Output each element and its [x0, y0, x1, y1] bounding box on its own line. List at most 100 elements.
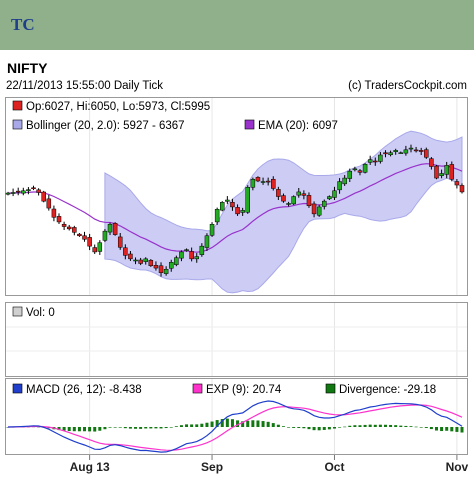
- candle-body: [209, 223, 215, 236]
- divergence-bar: [220, 419, 224, 427]
- divergence-bar: [77, 427, 81, 432]
- candle-body: [46, 198, 52, 209]
- divergence-bar: [210, 421, 214, 427]
- candle-body: [61, 223, 67, 227]
- divergence-bar: [281, 426, 285, 427]
- divergence-bar: [368, 424, 372, 427]
- candle-body: [143, 258, 148, 262]
- candle-body: [225, 199, 230, 202]
- candle-body: [66, 226, 72, 230]
- candle-body: [439, 173, 444, 177]
- divergence-bar: [159, 427, 163, 429]
- candle-body: [260, 181, 266, 183]
- divergence-bar: [128, 427, 132, 429]
- divergence-bar: [450, 427, 454, 432]
- candle-body: [403, 149, 409, 154]
- x-tick-label: Nov: [446, 460, 469, 474]
- candle-body: [301, 193, 307, 196]
- ema-legend: EMA (20): 6097: [258, 120, 338, 132]
- ema-line: [7, 163, 463, 253]
- candle-body: [311, 203, 317, 215]
- divergence-bar: [113, 427, 117, 428]
- divergence-bar: [88, 427, 92, 432]
- candle-body: [199, 245, 205, 255]
- candle-body: [388, 152, 393, 156]
- candle-body: [449, 164, 455, 180]
- macd-line: [7, 400, 463, 453]
- candle-body: [5, 192, 11, 195]
- divergence-bar: [455, 427, 459, 432]
- divergence-bar: [363, 424, 367, 427]
- divergence-bar: [419, 427, 423, 428]
- divergence-bar: [292, 427, 296, 428]
- divergence-legend: Divergence: -29.18: [339, 384, 436, 396]
- candle-body: [281, 195, 286, 202]
- divergence-bar: [93, 427, 97, 432]
- divergence-bar: [317, 427, 321, 431]
- divergence-bar: [144, 427, 148, 429]
- candle-body: [194, 256, 199, 260]
- candle-body: [123, 247, 128, 256]
- candle-body: [77, 233, 82, 237]
- candle-body: [102, 230, 108, 241]
- divergence-bar: [348, 425, 352, 427]
- divergence-bar: [460, 427, 464, 433]
- candle-body: [429, 158, 434, 167]
- candle-body: [352, 168, 358, 171]
- volume-legend-swatch: [12, 306, 23, 317]
- chart-symbol: NIFTY: [7, 60, 48, 76]
- exp-legend-swatch: [192, 383, 203, 394]
- divergence-bar: [373, 424, 377, 427]
- app-header: TC: [0, 0, 474, 50]
- divergence-bar: [327, 427, 331, 430]
- divergence-bar: [409, 426, 413, 427]
- candle-body: [158, 265, 164, 273]
- candle-body: [179, 251, 184, 259]
- candle-body: [31, 187, 36, 190]
- volume-grid: [6, 303, 467, 376]
- divergence-bar: [98, 427, 102, 431]
- divergence-bar: [149, 427, 153, 429]
- candle-body: [240, 210, 245, 213]
- candle-body: [337, 181, 342, 191]
- candles: [5, 144, 465, 277]
- divergence-bar: [358, 425, 362, 427]
- divergence-bar: [312, 427, 316, 431]
- candle-body: [454, 181, 460, 186]
- candle-body: [398, 152, 404, 154]
- divergence-bar: [338, 427, 342, 428]
- divergence-bar: [134, 427, 138, 429]
- candle-body: [36, 189, 41, 193]
- divergence-bar: [205, 422, 209, 427]
- candle-body: [322, 200, 327, 207]
- exp-line: [8, 404, 463, 451]
- divergence-bar: [414, 426, 418, 428]
- candle-body: [316, 206, 322, 216]
- candle-body: [306, 195, 312, 207]
- candle-body: [332, 190, 337, 198]
- divergence-bar: [383, 424, 387, 427]
- divergence-bars: [6, 418, 464, 433]
- candle-body: [92, 247, 97, 253]
- divergence-bar: [353, 425, 357, 427]
- candle-body: [245, 187, 251, 213]
- ema-legend-swatch: [244, 119, 255, 130]
- volume-panel: [5, 302, 468, 377]
- divergence-bar: [154, 427, 158, 429]
- candle-body: [286, 203, 291, 205]
- divergence-bar: [108, 427, 112, 428]
- divergence-bar: [266, 421, 270, 427]
- divergence-bar: [241, 421, 245, 427]
- divergence-bar: [67, 427, 71, 432]
- candle-body: [15, 190, 21, 193]
- candle-body: [72, 227, 77, 233]
- candle-body: [153, 265, 159, 269]
- candle-body: [168, 262, 174, 269]
- candle-body: [133, 259, 138, 262]
- candle-body: [219, 202, 225, 211]
- divergence-bar: [445, 427, 449, 431]
- divergence-bar: [123, 427, 127, 429]
- candle-body: [184, 249, 189, 251]
- brand-logo[interactable]: TC: [11, 15, 35, 34]
